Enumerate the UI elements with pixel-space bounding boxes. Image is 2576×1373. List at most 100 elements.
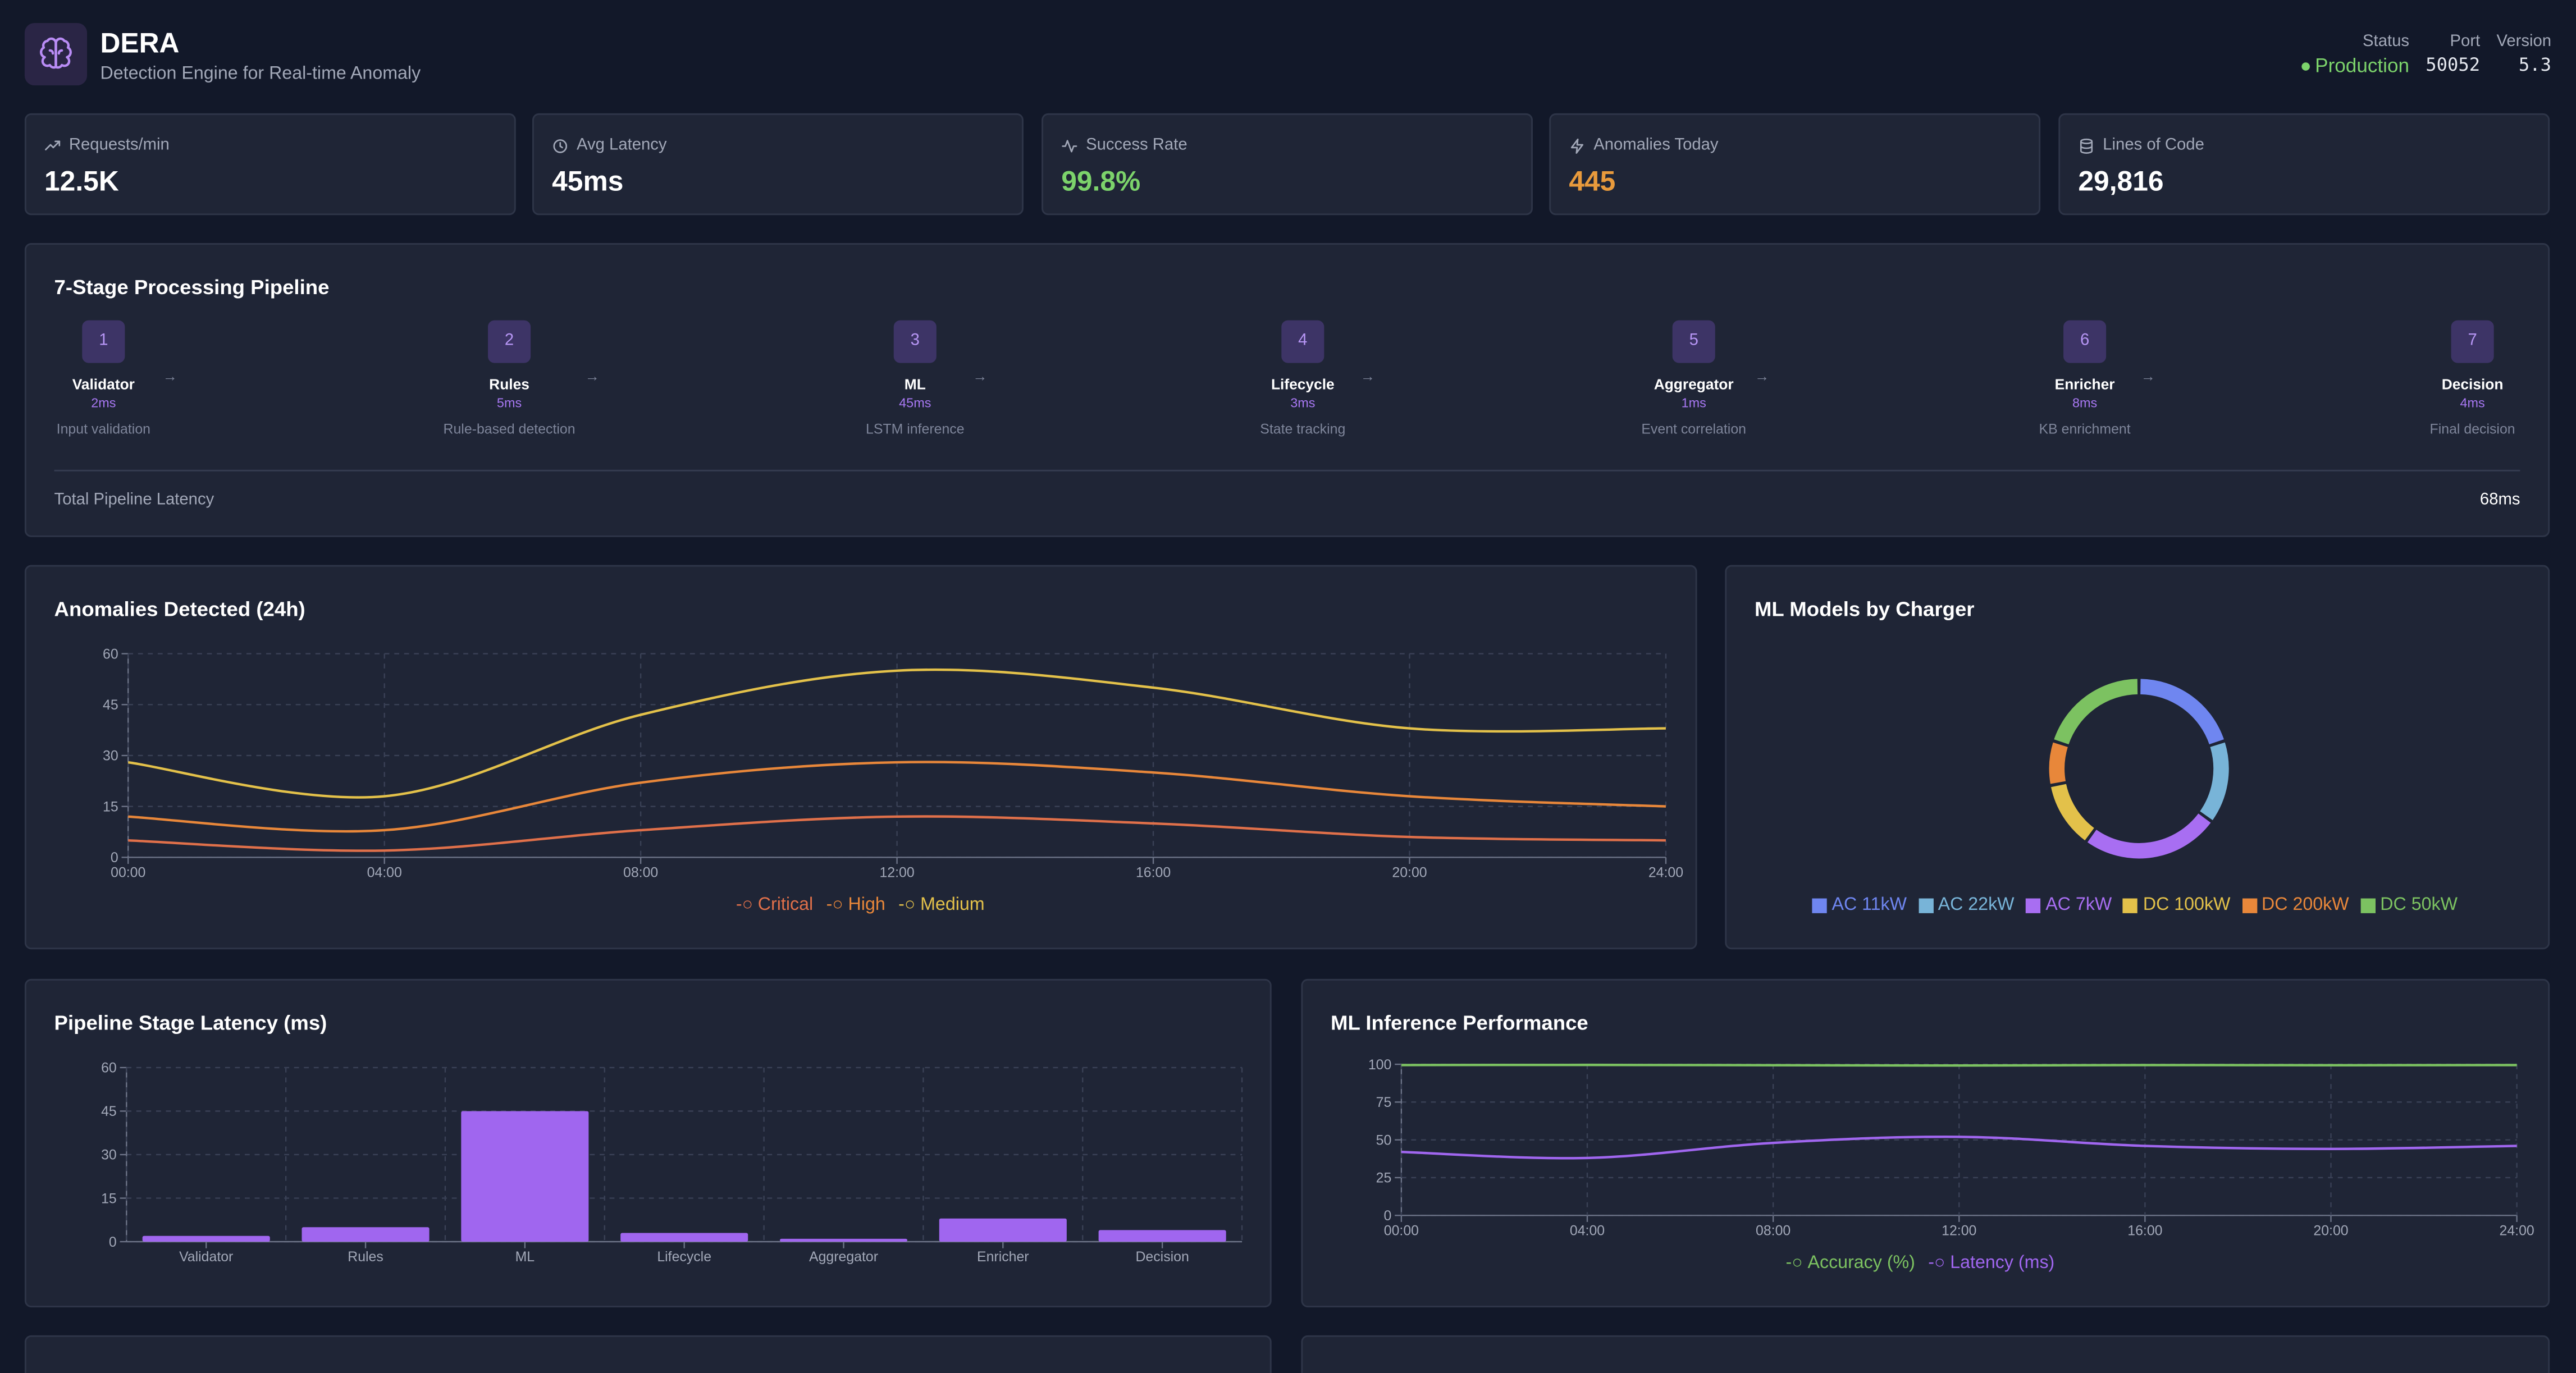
series-line-latency <box>1401 1135 2517 1160</box>
stage-time: 8ms <box>2072 396 2098 411</box>
activity-icon <box>1062 139 1077 152</box>
legend-item-dc-100kw[interactable]: DC 100kW <box>2123 895 2231 915</box>
stage-time: 45ms <box>899 396 931 411</box>
charger-status-panel <box>24 1335 1272 1373</box>
legend-item-latency[interactable]: -○ Latency (ms) <box>1928 1253 2055 1273</box>
legend-label: DC 100kW <box>2143 895 2231 915</box>
arrow-right-icon: → <box>1360 368 1376 385</box>
status-dot-icon <box>2301 63 2310 71</box>
legend-label: Latency (ms) <box>1950 1253 2055 1273</box>
slice-ac-7kw <box>2086 812 2212 860</box>
stage-time: 4ms <box>2460 396 2485 411</box>
anomalies-chart-panel: Anomalies Detected (24h) 0 15 30 45 60 00:00 0… <box>24 565 1697 950</box>
stage-time: 3ms <box>1290 396 1316 411</box>
app-header: DERA Detection Engine for Real-time Anom… <box>24 22 2551 89</box>
legend-item-ac-7kw[interactable]: AC 7kW <box>2026 895 2112 915</box>
legend-label: AC 22kW <box>1938 895 2015 915</box>
x-tick-label: Decision <box>1135 1249 1189 1265</box>
y-tick-label: 0 <box>109 1234 117 1250</box>
slice-ac-22kw <box>2198 741 2230 822</box>
port-meta: Port 50052 <box>2426 33 2480 77</box>
stat-label: Lines of Code <box>2103 136 2204 155</box>
anomalies-chart-title: Anomalies Detected (24h) <box>54 598 305 621</box>
arrow-right-icon: → <box>2140 368 2155 385</box>
bar-rules <box>302 1227 430 1242</box>
stage-name: Rules <box>489 376 529 393</box>
slice-dc-100kw <box>2049 782 2096 842</box>
legend-item-high[interactable]: -○ High <box>826 895 885 915</box>
ml-performance-chart: 0 25 50 75 100 00:00 04:00 08:00 12:00 16:00 20:00… <box>1368 1057 2534 1239</box>
legend-item-accuracy[interactable]: -○ Accuracy (%) <box>1785 1253 1915 1273</box>
arrow-right-icon: → <box>972 368 988 385</box>
trending-up-icon <box>45 140 61 150</box>
x-tick-label: Lifecycle <box>657 1249 711 1265</box>
stage-name: Aggregator <box>1654 376 1734 393</box>
port-label: Port <box>2450 33 2481 51</box>
arrow-right-icon: → <box>1754 368 1770 385</box>
stage-latency-panel: Pipeline Stage Latency (ms) 0 15 30 45 60 Val… <box>24 978 1272 1308</box>
y-tick-label: 45 <box>101 1104 117 1119</box>
stat-card-latency: Avg Latency 45ms <box>532 113 1024 216</box>
legend-label: Accuracy (%) <box>1807 1253 1915 1273</box>
x-tick-label: 16:00 <box>1136 864 1171 880</box>
stage-number: 1 <box>82 320 125 363</box>
stage-name: Decision <box>2441 376 2504 393</box>
y-tick-label: 45 <box>103 697 118 713</box>
models-chart-panel: ML Models by Charger AC 11kW AC 22kW AC … <box>1725 565 2550 950</box>
stat-value: 12.5K <box>44 166 119 198</box>
status-value: Production <box>2315 54 2410 77</box>
stat-label: Success Rate <box>1086 136 1187 155</box>
stage-description: State tracking <box>1260 420 1346 437</box>
status-badge: Production <box>2301 54 2410 77</box>
stage-number: 3 <box>893 320 937 363</box>
stat-value: 99.8% <box>1061 166 1141 198</box>
clock-icon <box>553 138 568 153</box>
legend-item-ac-22kw[interactable]: AC 22kW <box>1918 895 2015 915</box>
ml-performance-title: ML Inference Performance <box>1331 1012 1588 1035</box>
legend-label: DC 200kW <box>2262 895 2349 915</box>
legend-item-dc-200kw[interactable]: DC 200kW <box>2241 895 2349 915</box>
legend-label: DC 50kW <box>2380 895 2458 915</box>
x-tick-label: 04:00 <box>1570 1223 1605 1238</box>
legend-item-dc-50kw[interactable]: DC 50kW <box>2360 895 2458 915</box>
stage-latency-chart: 0 15 30 45 60 Validator Rules ML Lifecycle Aggreg… <box>101 1060 1243 1265</box>
stat-card-success: Success Rate 99.8% <box>1042 113 1533 216</box>
stage-number: 2 <box>488 320 531 363</box>
stat-value: 29,816 <box>2078 166 2164 198</box>
x-tick-label: 12:00 <box>1942 1223 1976 1238</box>
legend-item-medium[interactable]: -○ Medium <box>898 895 985 915</box>
bar-enricher <box>939 1218 1067 1242</box>
version-meta: Version 5.3 <box>2496 33 2551 77</box>
models-chart-title: ML Models by Charger <box>1754 598 1975 621</box>
bar-ml <box>461 1111 589 1242</box>
y-tick-label: 15 <box>101 1191 117 1206</box>
bar-validator <box>142 1235 270 1242</box>
version-label: Version <box>2496 33 2552 51</box>
pipeline-stage: 1 Validator 2ms Input validation <box>21 320 186 437</box>
legend-label: AC 7kW <box>2045 895 2112 915</box>
pipeline-title: 7-Stage Processing Pipeline <box>54 276 330 299</box>
stage-number: 7 <box>2451 320 2494 363</box>
series-line-high <box>128 761 1666 833</box>
stage-time: 1ms <box>1681 396 1706 411</box>
x-tick-label: 00:00 <box>111 864 145 880</box>
anomalies-legend: -○ Critical -○ High -○ Medium <box>736 895 985 915</box>
legend-item-ac-11kw[interactable]: AC 11kW <box>1812 895 1907 915</box>
stage-time: 5ms <box>496 396 522 411</box>
pipeline-stage: 6 Enricher 8ms KB enrichment <box>2003 320 2167 437</box>
y-tick-label: 75 <box>1376 1095 1392 1110</box>
series-line-medium <box>127 668 1666 799</box>
legend-item-critical[interactable]: -○ Critical <box>736 895 814 915</box>
x-tick-label: 08:00 <box>623 864 658 880</box>
stage-latency-title: Pipeline Stage Latency (ms) <box>54 1012 327 1035</box>
legend-label: AC 11kW <box>1831 895 1907 915</box>
y-tick-label: 0 <box>111 850 118 866</box>
app-title: DERA <box>100 28 180 60</box>
stage-number: 5 <box>1672 320 1715 363</box>
y-tick-label: 30 <box>103 748 118 764</box>
stage-number: 6 <box>2063 320 2107 363</box>
arrow-right-icon: → <box>162 368 178 385</box>
total-latency-label: Total Pipeline Latency <box>54 491 214 510</box>
x-tick-label: ML <box>515 1249 535 1265</box>
